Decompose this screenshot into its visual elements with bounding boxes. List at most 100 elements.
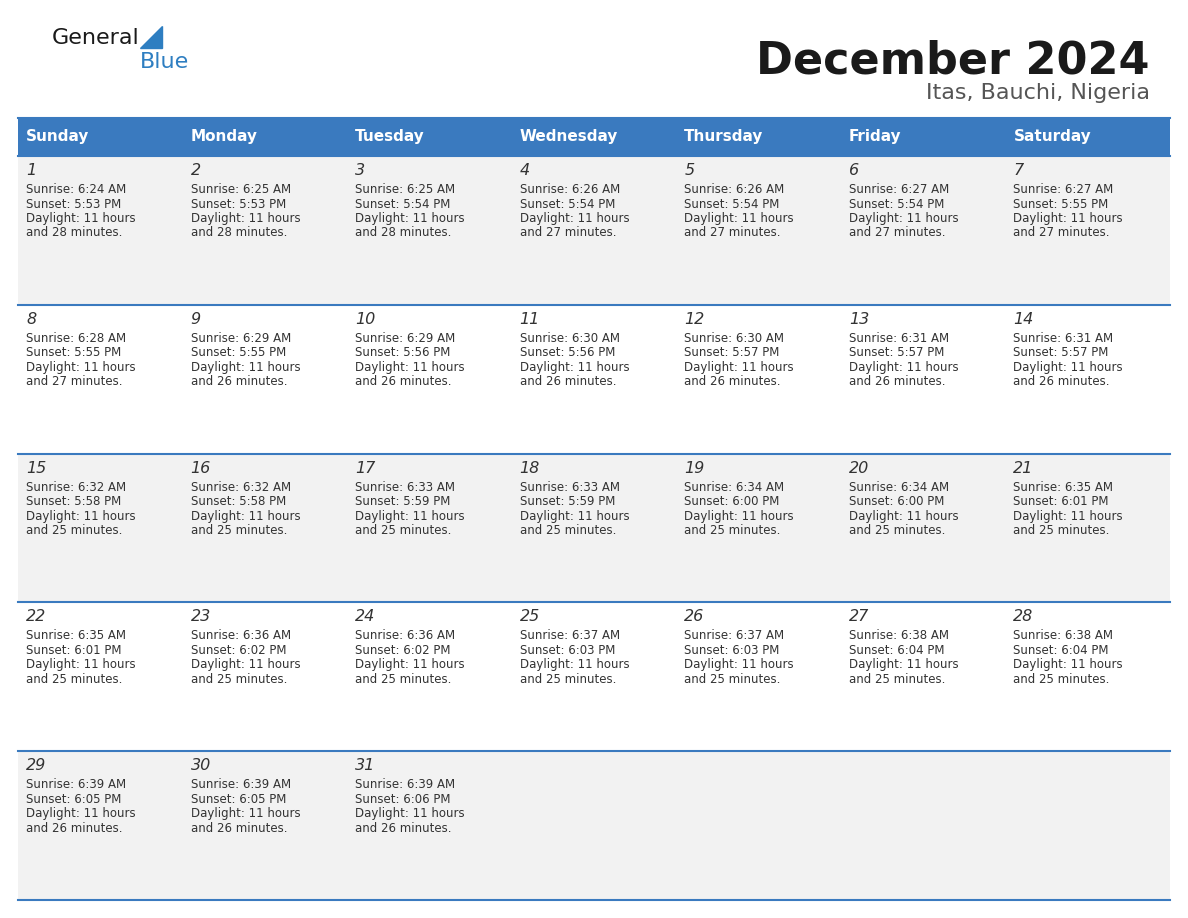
Text: Daylight: 11 hours: Daylight: 11 hours: [26, 658, 135, 671]
Text: 2: 2: [190, 163, 201, 178]
Text: 26: 26: [684, 610, 704, 624]
Text: 17: 17: [355, 461, 375, 476]
Text: Sunset: 5:58 PM: Sunset: 5:58 PM: [26, 495, 121, 508]
Text: Sunrise: 6:37 AM: Sunrise: 6:37 AM: [519, 630, 620, 643]
Text: Sunrise: 6:37 AM: Sunrise: 6:37 AM: [684, 630, 784, 643]
Text: Sunrise: 6:31 AM: Sunrise: 6:31 AM: [849, 331, 949, 345]
Text: Daylight: 11 hours: Daylight: 11 hours: [26, 361, 135, 374]
Text: and 25 minutes.: and 25 minutes.: [190, 673, 287, 686]
Text: and 25 minutes.: and 25 minutes.: [355, 673, 451, 686]
Text: Sunrise: 6:38 AM: Sunrise: 6:38 AM: [849, 630, 949, 643]
Text: Daylight: 11 hours: Daylight: 11 hours: [684, 212, 794, 225]
Text: Daylight: 11 hours: Daylight: 11 hours: [519, 658, 630, 671]
Text: 4: 4: [519, 163, 530, 178]
Text: Sunrise: 6:39 AM: Sunrise: 6:39 AM: [26, 778, 126, 791]
Text: and 25 minutes.: and 25 minutes.: [519, 524, 617, 537]
Text: and 25 minutes.: and 25 minutes.: [1013, 673, 1110, 686]
Text: Daylight: 11 hours: Daylight: 11 hours: [519, 509, 630, 522]
Text: and 25 minutes.: and 25 minutes.: [26, 524, 122, 537]
Text: Sunset: 6:04 PM: Sunset: 6:04 PM: [1013, 644, 1108, 657]
Text: Daylight: 11 hours: Daylight: 11 hours: [355, 212, 465, 225]
Text: Itas, Bauchi, Nigeria: Itas, Bauchi, Nigeria: [925, 83, 1150, 103]
Text: Daylight: 11 hours: Daylight: 11 hours: [26, 509, 135, 522]
Text: Tuesday: Tuesday: [355, 129, 425, 144]
Text: Sunrise: 6:35 AM: Sunrise: 6:35 AM: [26, 630, 126, 643]
Text: Daylight: 11 hours: Daylight: 11 hours: [355, 658, 465, 671]
Text: 20: 20: [849, 461, 870, 476]
Text: 21: 21: [1013, 461, 1034, 476]
Text: 7: 7: [1013, 163, 1024, 178]
Text: and 25 minutes.: and 25 minutes.: [849, 524, 946, 537]
Text: 1: 1: [26, 163, 36, 178]
Text: Sunrise: 6:39 AM: Sunrise: 6:39 AM: [190, 778, 291, 791]
Text: and 25 minutes.: and 25 minutes.: [190, 524, 287, 537]
Text: and 27 minutes.: and 27 minutes.: [684, 227, 781, 240]
Text: Sunset: 5:57 PM: Sunset: 5:57 PM: [684, 346, 779, 359]
Text: Sunrise: 6:34 AM: Sunrise: 6:34 AM: [684, 481, 784, 494]
Text: 13: 13: [849, 312, 870, 327]
Text: Sunrise: 6:30 AM: Sunrise: 6:30 AM: [684, 331, 784, 345]
Text: General: General: [52, 28, 140, 48]
Text: Daylight: 11 hours: Daylight: 11 hours: [849, 509, 959, 522]
Text: Sunrise: 6:31 AM: Sunrise: 6:31 AM: [1013, 331, 1113, 345]
Text: Sunrise: 6:26 AM: Sunrise: 6:26 AM: [684, 183, 784, 196]
Text: Sunset: 5:55 PM: Sunset: 5:55 PM: [190, 346, 286, 359]
Text: Sunset: 5:57 PM: Sunset: 5:57 PM: [849, 346, 944, 359]
Text: Sunrise: 6:24 AM: Sunrise: 6:24 AM: [26, 183, 126, 196]
Text: and 25 minutes.: and 25 minutes.: [684, 524, 781, 537]
Text: Sunrise: 6:27 AM: Sunrise: 6:27 AM: [849, 183, 949, 196]
Text: Daylight: 11 hours: Daylight: 11 hours: [355, 807, 465, 820]
Text: 18: 18: [519, 461, 541, 476]
Text: December 2024: December 2024: [757, 40, 1150, 83]
Text: and 26 minutes.: and 26 minutes.: [355, 375, 451, 388]
Text: Sunrise: 6:28 AM: Sunrise: 6:28 AM: [26, 331, 126, 345]
Text: Daylight: 11 hours: Daylight: 11 hours: [190, 807, 301, 820]
Text: 25: 25: [519, 610, 541, 624]
Text: 22: 22: [26, 610, 46, 624]
Text: Sunrise: 6:39 AM: Sunrise: 6:39 AM: [355, 778, 455, 791]
Text: Sunset: 5:55 PM: Sunset: 5:55 PM: [1013, 197, 1108, 210]
Text: Sunset: 6:05 PM: Sunset: 6:05 PM: [190, 793, 286, 806]
Text: 29: 29: [26, 758, 46, 773]
Text: Daylight: 11 hours: Daylight: 11 hours: [1013, 361, 1123, 374]
Text: Sunset: 5:54 PM: Sunset: 5:54 PM: [849, 197, 944, 210]
Text: 30: 30: [190, 758, 210, 773]
Text: Sunset: 5:59 PM: Sunset: 5:59 PM: [519, 495, 615, 508]
Text: Friday: Friday: [849, 129, 902, 144]
Text: Daylight: 11 hours: Daylight: 11 hours: [26, 807, 135, 820]
Text: Sunset: 5:55 PM: Sunset: 5:55 PM: [26, 346, 121, 359]
Text: and 27 minutes.: and 27 minutes.: [1013, 227, 1110, 240]
Text: 9: 9: [190, 312, 201, 327]
Text: Daylight: 11 hours: Daylight: 11 hours: [849, 658, 959, 671]
Bar: [18, 453, 1170, 602]
Text: Sunset: 5:57 PM: Sunset: 5:57 PM: [1013, 346, 1108, 359]
Text: 19: 19: [684, 461, 704, 476]
Text: Daylight: 11 hours: Daylight: 11 hours: [190, 658, 301, 671]
Text: Sunset: 6:00 PM: Sunset: 6:00 PM: [684, 495, 779, 508]
Text: Sunset: 6:04 PM: Sunset: 6:04 PM: [849, 644, 944, 657]
Text: Sunset: 6:03 PM: Sunset: 6:03 PM: [519, 644, 615, 657]
Text: and 27 minutes.: and 27 minutes.: [849, 227, 946, 240]
Text: 15: 15: [26, 461, 46, 476]
Text: Sunrise: 6:29 AM: Sunrise: 6:29 AM: [190, 331, 291, 345]
Text: Daylight: 11 hours: Daylight: 11 hours: [190, 361, 301, 374]
Text: Sunrise: 6:36 AM: Sunrise: 6:36 AM: [355, 630, 455, 643]
Text: Daylight: 11 hours: Daylight: 11 hours: [190, 212, 301, 225]
Text: Sunrise: 6:33 AM: Sunrise: 6:33 AM: [355, 481, 455, 494]
Text: Sunset: 6:05 PM: Sunset: 6:05 PM: [26, 793, 121, 806]
Text: and 26 minutes.: and 26 minutes.: [519, 375, 617, 388]
Text: Daylight: 11 hours: Daylight: 11 hours: [849, 212, 959, 225]
Text: Sunrise: 6:27 AM: Sunrise: 6:27 AM: [1013, 183, 1113, 196]
Text: Sunrise: 6:26 AM: Sunrise: 6:26 AM: [519, 183, 620, 196]
Text: and 25 minutes.: and 25 minutes.: [849, 673, 946, 686]
Text: and 26 minutes.: and 26 minutes.: [849, 375, 946, 388]
Bar: [18, 602, 1170, 751]
Text: Blue: Blue: [140, 52, 189, 72]
Text: Sunrise: 6:25 AM: Sunrise: 6:25 AM: [190, 183, 291, 196]
Text: and 26 minutes.: and 26 minutes.: [26, 822, 122, 834]
Text: Sunset: 5:56 PM: Sunset: 5:56 PM: [355, 346, 450, 359]
Bar: [18, 305, 1170, 453]
Text: 24: 24: [355, 610, 375, 624]
Bar: [18, 751, 1170, 900]
Text: 10: 10: [355, 312, 375, 327]
